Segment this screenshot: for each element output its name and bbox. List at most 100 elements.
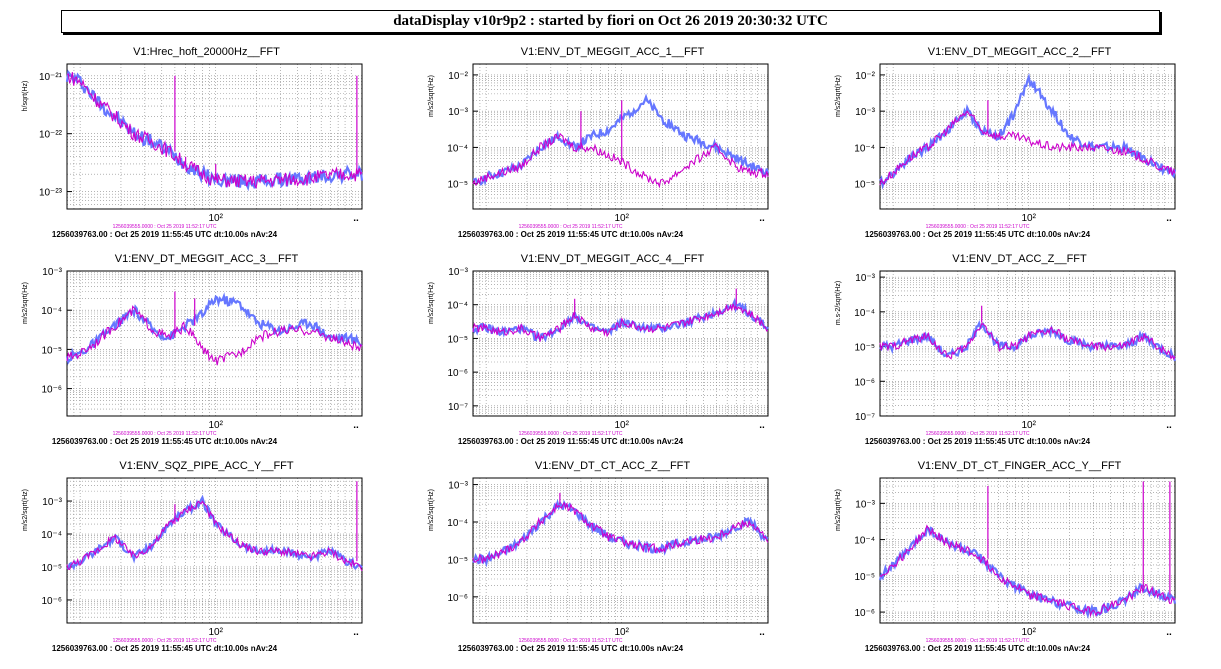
plot-frame xyxy=(66,63,363,210)
panel-title: V1:ENV_DT_MEGGIT_ACC_1__FFT xyxy=(521,46,705,58)
spectrum-panel: V1:ENV_DT_MEGGIT_ACC_4__FFT m/s2/sqrt(Hz)… xyxy=(428,253,769,446)
y-axis-label: m/s2/sqrt(Hz) xyxy=(835,75,842,117)
y-tick-label: 10⁻⁵ xyxy=(854,572,875,583)
plot-frame xyxy=(472,270,769,417)
current-spectrum-line xyxy=(879,322,1176,361)
y-tick-label: 10⁻³ xyxy=(855,273,875,284)
y-tick-label: 10⁻³ xyxy=(42,497,62,508)
x-tick-label: 10² xyxy=(614,627,629,638)
panel-title: V1:ENV_DT_CT_FINGER_ACC_Y__FFT xyxy=(918,460,1122,472)
y-tick-label: 10⁻³ xyxy=(855,107,875,118)
reference-timestamp: 1256039555.0000 : Oct 25 2019 11:52:17 U… xyxy=(519,431,623,437)
panel-title: V1:ENV_SQZ_PIPE_ACC_Y__FFT xyxy=(119,460,294,472)
y-tick-label: 10⁻⁶ xyxy=(854,608,875,619)
grid xyxy=(67,478,362,623)
plot-frame xyxy=(472,477,769,624)
gps-timestamp-footer: 1256039763.00 : Oct 25 2019 11:55:45 UTC… xyxy=(52,230,278,239)
x-tick-label: .. xyxy=(1166,627,1172,638)
reference-timestamp: 1256039555.0000 : Oct 25 2019 11:52:17 U… xyxy=(113,431,217,437)
panel-title: V1:ENV_DT_MEGGIT_ACC_4__FFT xyxy=(521,253,705,265)
current-spectrum-line xyxy=(66,72,363,190)
display-title-box: dataDisplay v10r9p2 : started by fiori o… xyxy=(61,10,1160,33)
gps-timestamp-footer: 1256039763.00 : Oct 25 2019 11:55:45 UTC… xyxy=(458,644,684,653)
gps-timestamp-footer: 1256039763.00 : Oct 25 2019 11:55:45 UTC… xyxy=(52,437,278,446)
x-tick-label: .. xyxy=(353,213,359,224)
y-tick-label: 10⁻⁴ xyxy=(854,143,875,154)
y-tick-label: 10⁻⁵ xyxy=(854,180,875,191)
y-tick-label: 10⁻⁶ xyxy=(447,368,468,379)
plot-frame xyxy=(66,270,363,417)
spectrum-panel: V1:ENV_DT_CT_ACC_Z__FFT m/s2/sqrt(Hz) 10⁻³… xyxy=(428,460,769,653)
gps-timestamp-footer: 1256039763.00 : Oct 25 2019 11:55:45 UTC… xyxy=(458,437,684,446)
y-tick-label: 10⁻⁴ xyxy=(447,518,468,529)
spectrum-panel: V1:ENV_DT_MEGGIT_ACC_3__FFT m/s2/sqrt(Hz)… xyxy=(22,253,363,446)
y-axis-label: m/s2/sqrt(Hz) xyxy=(428,282,435,324)
x-tick-label: .. xyxy=(353,627,359,638)
y-tick-label: 10⁻⁶ xyxy=(447,593,468,604)
gps-timestamp-footer: 1256039763.00 : Oct 25 2019 11:55:45 UTC… xyxy=(52,644,278,653)
x-tick-label: 10² xyxy=(1021,627,1036,638)
reference-spectrum-line xyxy=(472,498,769,568)
reference-spectrum-line xyxy=(471,297,769,343)
y-tick-label: 10⁻⁴ xyxy=(41,306,62,317)
x-tick-label: 10² xyxy=(1021,420,1036,431)
grid xyxy=(473,478,768,623)
current-spectrum-line xyxy=(66,500,363,572)
y-tick-label: 10⁻³ xyxy=(855,499,875,510)
y-tick-label: 10⁻³ xyxy=(448,267,468,278)
y-tick-label: 10⁻⁷ xyxy=(448,402,468,413)
grid xyxy=(880,64,1175,209)
y-tick-label: 10⁻⁴ xyxy=(447,301,468,312)
y-tick-label: 10⁻⁴ xyxy=(447,143,468,154)
y-axis-label: m/s2/sqrt(Hz) xyxy=(22,282,29,324)
reference-timestamp: 1256039555.0000 : Oct 25 2019 11:52:17 U… xyxy=(926,431,1030,437)
panel-title: V1:ENV_DT_CT_ACC_Z__FFT xyxy=(535,460,691,472)
spectrum-panel: V1:Hrec_hoft_20000Hz__FFT h/sqrt(Hz) 10⁻²¹… xyxy=(22,46,364,239)
reference-timestamp: 1256039555.0000 : Oct 25 2019 11:52:17 U… xyxy=(519,638,623,644)
y-tick-label: 10⁻³ xyxy=(448,481,468,492)
x-tick-label: 10² xyxy=(614,420,629,431)
grid xyxy=(473,271,768,416)
y-tick-label: 10⁻³ xyxy=(448,107,468,118)
y-tick-label: 10⁻⁵ xyxy=(854,343,875,354)
y-tick-label: 10⁻²² xyxy=(39,130,63,141)
reference-timestamp: 1256039555.0000 : Oct 25 2019 11:52:17 U… xyxy=(113,224,217,230)
grid xyxy=(880,478,1175,623)
spectrum-panel: V1:ENV_DT_ACC_Z__FFT m.s-2/sqrt(Hz) 10⁻³ 10… xyxy=(835,253,1177,446)
x-tick-label: 10² xyxy=(1021,213,1036,224)
gps-timestamp-footer: 1256039763.00 : Oct 25 2019 11:55:45 UTC… xyxy=(458,230,684,239)
display-title: dataDisplay v10r9p2 : started by fiori o… xyxy=(393,13,828,29)
spectrum-panel: V1:ENV_DT_MEGGIT_ACC_1__FFT m/s2/sqrt(Hz)… xyxy=(428,46,770,239)
y-tick-label: 10⁻⁴ xyxy=(854,536,875,547)
reference-timestamp: 1256039555.0000 : Oct 25 2019 11:52:17 U… xyxy=(113,638,217,644)
y-tick-label: 10⁻⁷ xyxy=(855,412,875,423)
gps-timestamp-footer: 1256039763.00 : Oct 25 2019 11:55:45 UTC… xyxy=(865,230,1091,239)
grid xyxy=(67,271,362,416)
x-tick-label: 10² xyxy=(208,627,223,638)
reference-spectrum-line xyxy=(879,72,1177,190)
current-spectrum-line xyxy=(472,303,769,342)
y-tick-label: 10⁻⁴ xyxy=(854,308,875,319)
plot-frame xyxy=(879,63,1176,210)
x-tick-label: 10² xyxy=(208,213,223,224)
spectrum-panel: V1:ENV_DT_MEGGIT_ACC_2__FFT m/s2/sqrt(Hz)… xyxy=(835,46,1177,239)
y-tick-label: 10⁻⁶ xyxy=(41,385,62,396)
current-spectrum-line xyxy=(879,110,1176,186)
y-axis-label: m/s2/sqrt(Hz) xyxy=(835,489,842,531)
reference-timestamp: 1256039555.0000 : Oct 25 2019 11:52:17 U… xyxy=(519,224,623,230)
gps-timestamp-footer: 1256039763.00 : Oct 25 2019 11:55:45 UTC… xyxy=(865,644,1091,653)
y-tick-label: 10⁻²¹ xyxy=(39,72,63,83)
y-tick-label: 10⁻⁶ xyxy=(41,596,62,607)
y-tick-label: 10⁻²³ xyxy=(39,188,63,199)
grid xyxy=(67,64,362,209)
reference-spectrum-line xyxy=(65,292,363,365)
plot-frame xyxy=(879,477,1176,624)
current-spectrum-line xyxy=(472,501,769,564)
x-tick-label: .. xyxy=(1166,213,1172,224)
spectrum-panel: V1:ENV_DT_CT_FINGER_ACC_Y__FFT m/s2/sqrt(… xyxy=(835,460,1177,653)
spectrum-panel: V1:ENV_SQZ_PIPE_ACC_Y__FFT m/s2/sqrt(Hz) 1… xyxy=(22,460,363,653)
x-tick-label: 10² xyxy=(208,420,223,431)
y-tick-label: 10⁻⁵ xyxy=(447,555,468,566)
panel-title: V1:ENV_DT_MEGGIT_ACC_3__FFT xyxy=(115,253,299,265)
